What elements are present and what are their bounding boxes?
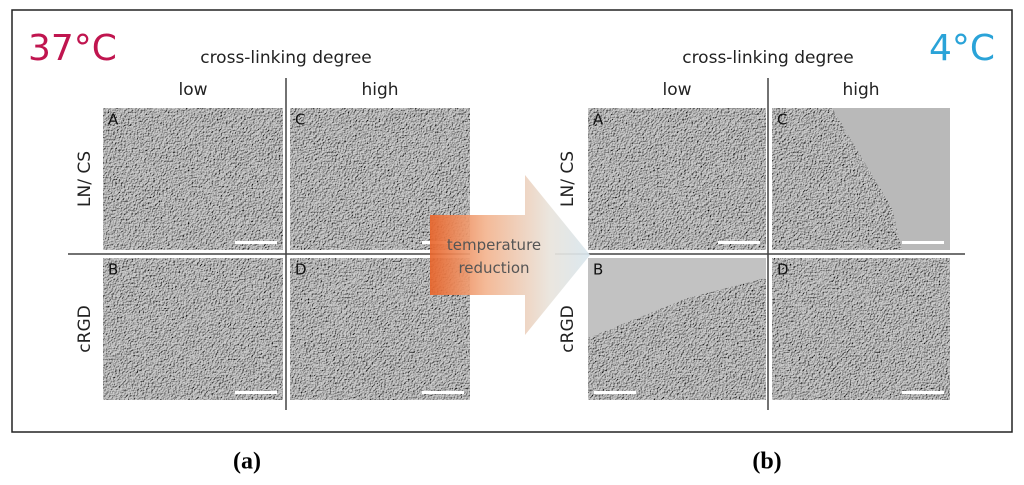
column-header: cross-linking degree bbox=[682, 48, 854, 68]
caption: (a) bbox=[233, 449, 261, 475]
panel-letter: B bbox=[593, 261, 603, 279]
column-label: high bbox=[842, 80, 879, 100]
row-label: LN/ CS bbox=[558, 151, 578, 207]
row-label: cRGD bbox=[75, 305, 95, 352]
arrow: temperature reduction bbox=[430, 175, 590, 335]
arrow-label: temperature reduction bbox=[447, 236, 541, 277]
panel-letter: C bbox=[777, 111, 787, 129]
temperature: 37°C bbox=[28, 28, 117, 69]
scale-bar bbox=[902, 391, 944, 394]
micrograph: A bbox=[103, 108, 283, 250]
scale-bar bbox=[718, 241, 760, 244]
micrograph: B bbox=[588, 258, 766, 400]
smooth-region bbox=[588, 258, 766, 338]
row-label: LN/ CS bbox=[75, 151, 95, 207]
micrograph-texture bbox=[103, 258, 283, 400]
micrograph-texture bbox=[772, 258, 950, 400]
micrograph: B bbox=[103, 258, 283, 400]
column-label: low bbox=[662, 80, 691, 100]
panel-letter: B bbox=[108, 261, 118, 279]
micrograph-texture bbox=[103, 108, 283, 250]
column-label: low bbox=[178, 80, 207, 100]
scale-bar bbox=[594, 391, 636, 394]
caption: (b) bbox=[752, 449, 781, 475]
scale-bar bbox=[235, 391, 277, 394]
panel-letter: D bbox=[295, 261, 307, 279]
micrograph: D bbox=[772, 258, 950, 400]
micrograph: A bbox=[588, 108, 766, 250]
scale-bar bbox=[422, 391, 464, 394]
micrograph-texture bbox=[588, 108, 766, 250]
panel-letter: A bbox=[108, 111, 119, 129]
panel-letter: D bbox=[777, 261, 789, 279]
smooth-region bbox=[832, 108, 950, 250]
micrograph: C bbox=[772, 108, 950, 250]
panel-letter: A bbox=[593, 111, 604, 129]
scale-bar bbox=[902, 241, 944, 244]
micrograph: D bbox=[290, 258, 470, 400]
column-header: cross-linking degree bbox=[200, 48, 372, 68]
panel-letter: C bbox=[295, 111, 305, 129]
scale-bar bbox=[235, 241, 277, 244]
column-label: high bbox=[361, 80, 398, 100]
row-label: cRGD bbox=[558, 305, 578, 352]
temperature: 4°C bbox=[929, 28, 995, 69]
